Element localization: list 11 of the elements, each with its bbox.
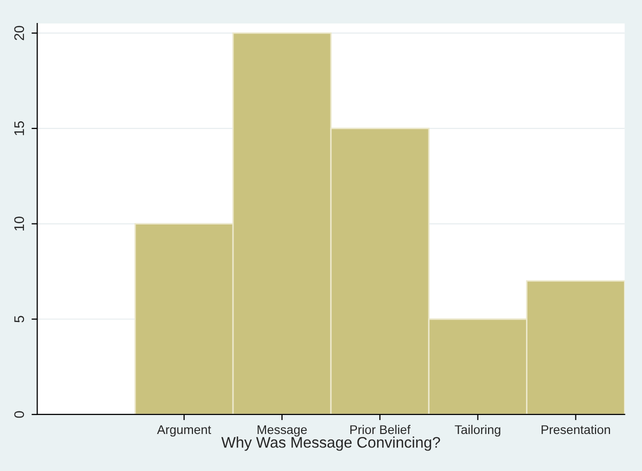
x-tick-label: Message bbox=[258, 425, 307, 437]
y-tick-label: 5 bbox=[14, 316, 24, 322]
x-axis-title: Why Was Message Convincing? bbox=[221, 436, 440, 451]
x-tick-label: Prior Belief bbox=[350, 424, 410, 434]
y-tick-label: 15 bbox=[14, 121, 24, 136]
x-tick-label: Tailoring bbox=[454, 424, 500, 437]
x-tick-label: Argument bbox=[157, 425, 212, 437]
x-tick-label: Presentation bbox=[542, 424, 610, 434]
y-tick-label: 10 bbox=[14, 216, 24, 230]
y-tick-label: 20 bbox=[14, 26, 24, 40]
y-tick-label: 0 bbox=[14, 411, 24, 418]
